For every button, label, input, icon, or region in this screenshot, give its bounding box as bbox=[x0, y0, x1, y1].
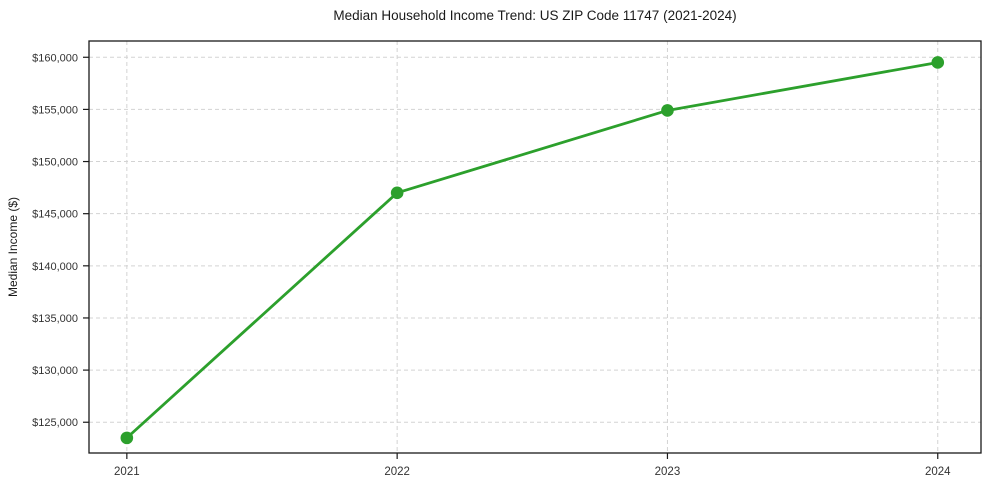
data-point-2023 bbox=[661, 104, 674, 117]
x-tick-label: 2021 bbox=[114, 466, 140, 478]
x-tick-label: 2022 bbox=[384, 466, 410, 478]
y-tick-label: $145,000 bbox=[32, 209, 78, 221]
y-tick-label: $160,000 bbox=[32, 52, 78, 64]
y-tick-label: $135,000 bbox=[32, 313, 78, 325]
y-tick-label: $140,000 bbox=[32, 261, 78, 273]
y-tick-label: $155,000 bbox=[32, 104, 78, 116]
data-point-2021 bbox=[120, 431, 134, 445]
x-tick-label: 2023 bbox=[655, 466, 681, 478]
y-tick-label: $125,000 bbox=[32, 417, 78, 429]
plot-border bbox=[88, 40, 982, 454]
trend-line bbox=[125, 61, 940, 440]
y-tick-label: $130,000 bbox=[32, 365, 78, 377]
data-point-2024 bbox=[931, 56, 945, 69]
x-tick-label: 2024 bbox=[925, 466, 951, 478]
y-axis-label: Median Income ($) bbox=[6, 196, 20, 298]
chart-title: Median Household Income Trend: US ZIP Co… bbox=[333, 8, 737, 23]
data-point-2022 bbox=[390, 186, 404, 200]
y-tick-label: $150,000 bbox=[32, 157, 78, 169]
